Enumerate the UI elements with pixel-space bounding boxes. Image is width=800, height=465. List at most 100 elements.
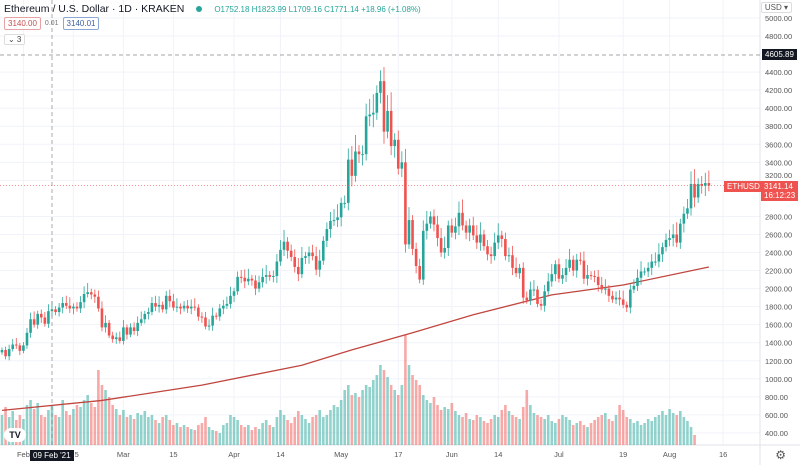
volume-bar (346, 385, 350, 445)
candle-body (582, 260, 586, 279)
currency-select[interactable]: USD ▾ (760, 2, 792, 13)
candle-body (654, 261, 657, 263)
volume-bar (525, 390, 529, 445)
candle-body (64, 303, 68, 306)
buy-button[interactable]: 3140.01 (62, 17, 100, 30)
volume-bar (539, 417, 543, 445)
tradingview-logo[interactable]: TV (4, 428, 26, 442)
volume-bar (557, 419, 561, 445)
volume-bar (4, 407, 7, 445)
x-tick-label: Jun (446, 450, 458, 459)
volume-bar (336, 407, 339, 445)
candle-body (304, 256, 307, 258)
candle-body (596, 276, 600, 285)
candle-body (468, 225, 471, 233)
volume-bar (164, 415, 168, 445)
candle-body (139, 319, 143, 323)
volume-bar (379, 365, 382, 445)
candle-body (657, 254, 661, 262)
candle-body (161, 304, 164, 310)
volume-bar (143, 411, 147, 445)
settings-gear-icon[interactable]: ⚙ (775, 448, 786, 462)
indicators-toggle[interactable]: ⌄ 3 (4, 34, 26, 45)
y-tick-label: 2200.00 (765, 267, 792, 276)
candle-body (279, 249, 282, 262)
x-tick-label: Aug (663, 450, 676, 459)
volume-bar (421, 395, 425, 445)
candle-body (461, 212, 464, 226)
volume-bar (264, 420, 268, 445)
candle-body (621, 299, 625, 305)
volume-bar (654, 417, 657, 445)
candle-body (25, 332, 29, 346)
volume-bar (425, 400, 429, 445)
candle-body (568, 259, 571, 268)
volume-bar (47, 410, 50, 445)
candle-body (479, 234, 482, 243)
volume-bar (229, 415, 232, 445)
volume-bar (496, 417, 500, 445)
volume-bar (150, 415, 154, 445)
x-tick-label: May (334, 450, 348, 459)
volume-bar (521, 407, 525, 445)
y-tick-label: 400.00 (765, 429, 788, 438)
volume-bar (661, 411, 664, 445)
y-tick-label: 2600.00 (765, 230, 792, 239)
candle-body (454, 226, 457, 233)
volume-bar (272, 427, 275, 445)
candle-body (604, 288, 607, 290)
volume-bar (111, 405, 114, 445)
volume-bar (536, 415, 539, 445)
candle-body (636, 277, 639, 286)
candle-body (439, 238, 443, 253)
candle-body (525, 297, 529, 301)
candle-body (214, 315, 218, 317)
candle-body (336, 217, 339, 221)
volume-bar (325, 415, 329, 445)
volume-bar (239, 425, 243, 445)
volume-bar (68, 415, 72, 445)
volume-bar (214, 431, 218, 445)
volume-bar (32, 409, 36, 445)
volume-bar (668, 409, 671, 445)
candle-body (643, 271, 646, 273)
volume-bar (568, 420, 571, 445)
candle-body (118, 337, 122, 341)
candle-body (357, 151, 361, 155)
y-tick-label: 4000.00 (765, 104, 792, 113)
candle-body (443, 248, 446, 253)
candle-body (111, 335, 114, 340)
candle-body (325, 229, 329, 241)
volume-bar (243, 427, 247, 445)
volume-bar (300, 415, 304, 445)
candle-body (664, 239, 668, 248)
volume-bar (686, 421, 689, 445)
candle-body (107, 322, 111, 336)
candle-body (4, 349, 7, 357)
candle-body (629, 289, 632, 308)
sell-button[interactable]: 3140.00 (4, 17, 41, 30)
volume-bar (247, 425, 250, 445)
volume-bar (357, 397, 361, 445)
candle-body (93, 294, 97, 297)
candle-body (425, 223, 429, 231)
candle-body (168, 295, 172, 302)
symbol-title[interactable]: Ethereum / U.S. Dollar · 1D · KRAKEN (4, 3, 185, 15)
volume-bar (0, 415, 4, 445)
x-tick-label: 17 (394, 450, 402, 459)
candle-body (275, 261, 279, 276)
volume-bar (293, 417, 297, 445)
candle-body (300, 257, 304, 275)
candle-body (339, 202, 343, 218)
candle-body (471, 225, 475, 236)
candle-body (29, 319, 32, 333)
candle-body (157, 304, 161, 307)
volume-bar (546, 415, 550, 445)
candle-body (429, 216, 432, 224)
y-tick-label: 1400.00 (765, 339, 792, 348)
trade-panel: 3140.00 0.01 3140.01 (4, 17, 100, 30)
candle-body (696, 183, 700, 198)
candle-body (282, 241, 286, 250)
candle-body (272, 275, 275, 277)
